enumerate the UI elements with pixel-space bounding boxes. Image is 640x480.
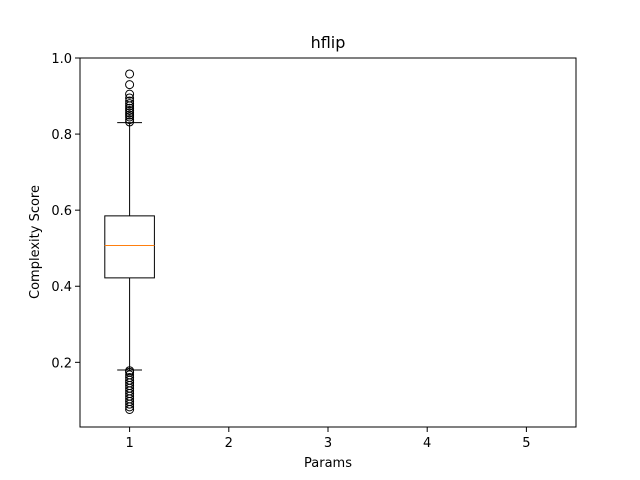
outlier-point [125, 117, 135, 127]
outlier-point [125, 366, 135, 376]
outlier-point [125, 370, 135, 380]
outlier-point [125, 96, 135, 106]
interquartile-box [104, 215, 155, 279]
outlier-point [125, 99, 135, 109]
outlier-point [125, 105, 135, 115]
y-axis-label: Complexity Score [28, 185, 43, 299]
box-elements [104, 69, 155, 415]
y-tick-label: 0.2 [51, 356, 72, 371]
y-tick-label: 0.6 [51, 204, 72, 219]
y-tick-label: 0.4 [51, 280, 72, 295]
y-tick-label: 1.0 [51, 52, 72, 67]
outlier-point [125, 80, 135, 90]
x-tick-label: 3 [324, 436, 332, 451]
outlier-point [125, 89, 135, 99]
y-axis-ticks: 0.2 0.4 0.6 0.8 1.0 [51, 52, 80, 371]
x-tick-label: 5 [522, 436, 530, 451]
y-tick-label: 0.8 [51, 128, 72, 143]
x-tick-label: 4 [423, 436, 431, 451]
outlier-point [125, 93, 135, 103]
outlier-point [125, 373, 135, 383]
outlier-point [125, 115, 135, 125]
x-tick-label: 2 [225, 436, 233, 451]
outlier-point [125, 110, 135, 120]
outlier-point [125, 103, 135, 113]
x-axis-label: Params [304, 456, 352, 471]
x-tick-label: 1 [125, 436, 133, 451]
outlier-point [125, 108, 135, 118]
chart-title: hflip [311, 33, 346, 52]
outlier-point [125, 69, 135, 79]
x-axis-ticks: 1 2 3 4 5 [125, 427, 531, 451]
